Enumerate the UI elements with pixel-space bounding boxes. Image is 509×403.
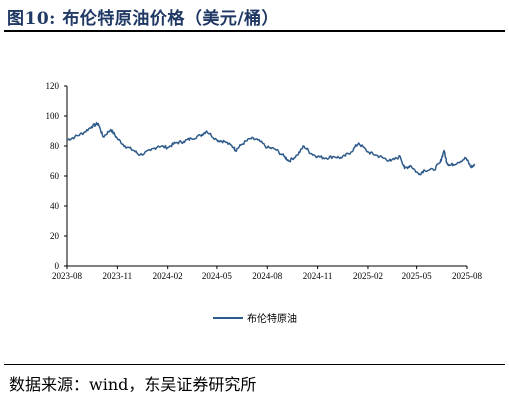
- figure-title: 图10: 布伦特原油价格（美元/桶）: [7, 9, 280, 29]
- x-tick-label: 2025-02: [353, 271, 383, 281]
- top-rule: [4, 30, 505, 32]
- chart-axes: [66, 86, 467, 267]
- y-tick-label: 20: [50, 231, 60, 241]
- y-tick-label: 40: [50, 201, 60, 211]
- source-note: 数据来源：wind，东吴证券研究所: [9, 371, 256, 395]
- x-tick-label: 2025-08: [452, 271, 482, 281]
- source-label: 数据来源：: [9, 375, 90, 394]
- y-tick-label: 120: [46, 81, 60, 91]
- y-tick-label: 0: [55, 261, 60, 271]
- x-tick-label: 2024-05: [202, 271, 232, 281]
- x-tick-label: 2025-05: [402, 271, 432, 281]
- series-layer: [66, 121, 476, 176]
- x-tick-label: 2023-08: [52, 271, 82, 281]
- source-text: wind，东吴证券研究所: [89, 375, 257, 394]
- y-tick-label: 60: [50, 171, 60, 181]
- bottom-rule: [4, 364, 505, 365]
- legend-label: 布伦特原油: [247, 312, 297, 325]
- x-tick-label: 2024-11: [303, 271, 333, 281]
- x-axis-ticks: 2023-08 2023-11 2024-02 2024-05 2024-08 2024-…: [52, 266, 482, 281]
- y-axis-ticks: 0 20 40 60 80 100 120: [46, 81, 67, 271]
- x-tick-label: 2024-08: [252, 271, 282, 281]
- legend: 布伦特原油: [213, 312, 297, 325]
- x-tick-label: 2023-11: [103, 271, 133, 281]
- y-tick-label: 80: [50, 141, 60, 151]
- series-line-brent: [66, 121, 476, 176]
- y-tick-label: 100: [46, 111, 60, 121]
- x-tick-label: 2024-02: [153, 271, 183, 281]
